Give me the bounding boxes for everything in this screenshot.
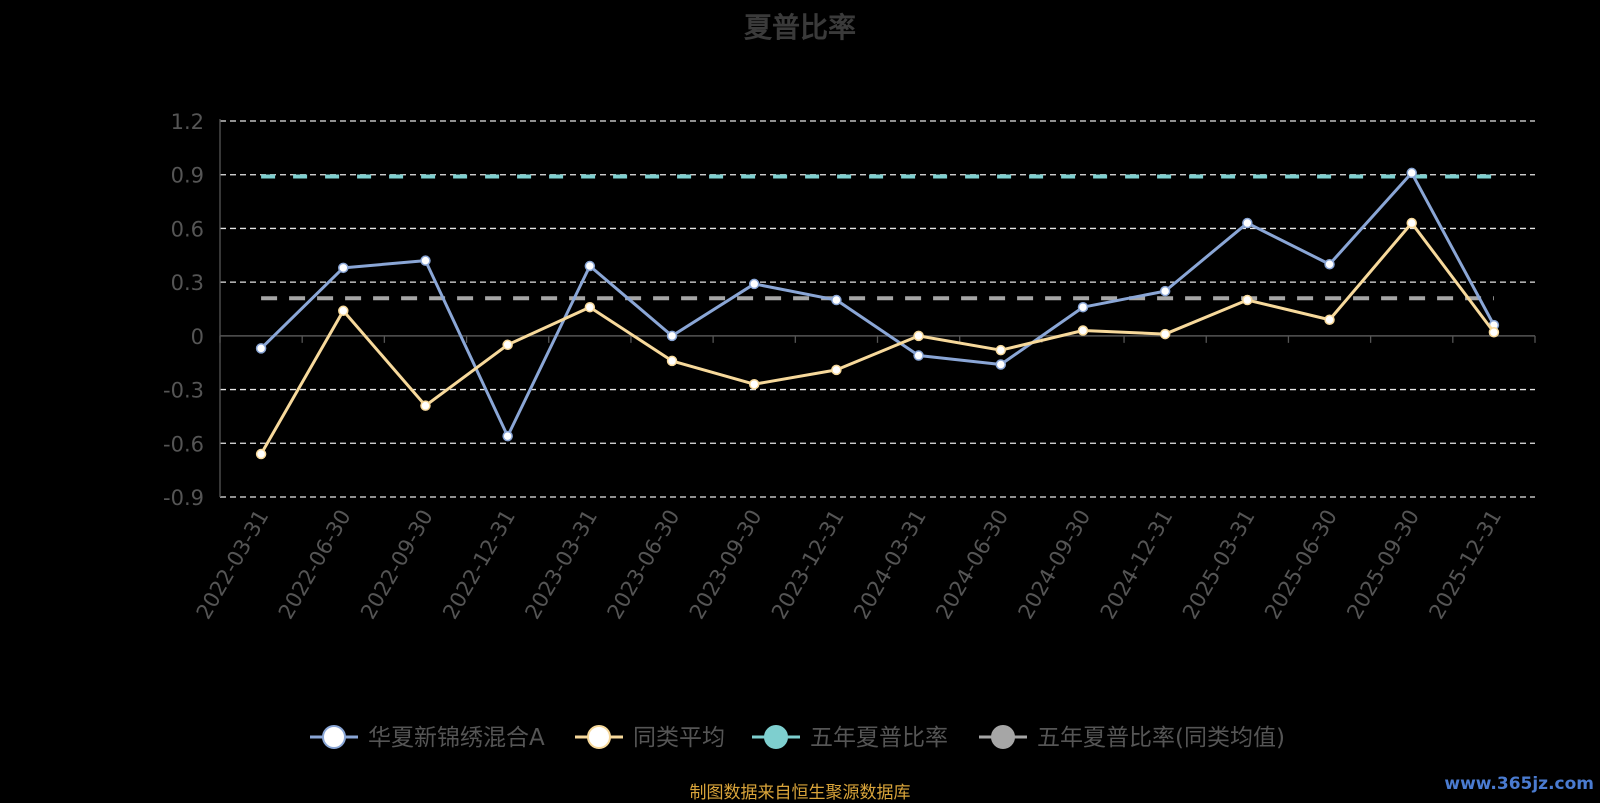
legend-label: 同类平均 [633, 725, 725, 751]
x-tick-label: 2023-12-31 [767, 506, 849, 624]
x-tick-label: 2023-09-30 [685, 506, 767, 624]
x-tick-label: 2024-12-31 [1096, 506, 1178, 624]
data-point[interactable] [1406, 167, 1417, 179]
source-note: 制图数据来自恒生聚源数据库 [689, 783, 911, 803]
data-point[interactable] [995, 344, 1007, 356]
y-tick-label: 0.3 [171, 271, 204, 295]
data-point[interactable] [1159, 328, 1171, 340]
data-point[interactable] [255, 343, 267, 354]
legend-marker [764, 725, 788, 749]
data-point[interactable] [1242, 294, 1253, 306]
y-tick-label: 0.6 [171, 217, 204, 241]
y-tick-label: -0.6 [163, 432, 204, 456]
data-point[interactable] [748, 378, 760, 390]
y-tick-label: 0.9 [171, 164, 204, 188]
legend[interactable]: 华夏新锦绣混合A 同类平均 五年夏普比率 五年夏普比率(同类均值) [310, 725, 1285, 751]
y-tick-label: -0.9 [163, 486, 204, 510]
x-tick-label: 2025-06-30 [1260, 506, 1342, 624]
data-point[interactable] [1488, 327, 1500, 338]
series-line-0[interactable] [260, 171, 1496, 438]
chart-title: 夏普比率 [743, 11, 856, 44]
series-line-1[interactable] [259, 221, 1496, 455]
x-tick-label: 2024-06-30 [931, 506, 1013, 624]
data-point[interactable] [666, 330, 678, 342]
grid-layer [220, 120, 1535, 498]
y-tick-label: 1.2 [171, 110, 204, 134]
x-tick-label: 2022-09-30 [356, 506, 438, 624]
data-point[interactable] [420, 255, 431, 266]
data-point[interactable] [338, 262, 349, 274]
x-tick-label: 2022-06-30 [274, 506, 356, 624]
data-point[interactable] [1324, 314, 1335, 325]
data-point[interactable] [831, 294, 842, 306]
x-tick-label: 2025-12-31 [1424, 506, 1506, 624]
data-point[interactable] [584, 301, 596, 313]
data-point[interactable] [995, 359, 1007, 370]
y-tick-label: 0 [191, 325, 204, 349]
legend-item-0[interactable]: 华夏新锦绣混合A [310, 725, 545, 751]
series-layer [255, 167, 1500, 460]
legend-item-2[interactable]: 五年夏普比率 [752, 725, 948, 751]
x-tick-label: 2024-03-31 [849, 506, 931, 624]
data-point[interactable] [831, 364, 842, 376]
data-point[interactable] [666, 355, 678, 367]
x-tick-label: 2024-09-30 [1013, 506, 1095, 624]
x-tick-label: 2025-03-31 [1178, 506, 1260, 624]
legend-label: 五年夏普比率(同类均值) [1037, 725, 1285, 751]
legend-marker [587, 725, 611, 749]
data-point[interactable] [1406, 217, 1417, 229]
x-tick-label: 2022-03-31 [192, 506, 274, 624]
x-tick-label: 2022-12-31 [438, 506, 520, 624]
data-point[interactable] [1159, 285, 1171, 297]
data-point[interactable] [338, 305, 349, 317]
data-point[interactable] [913, 330, 924, 342]
watermark[interactable]: www.365jz.com [1444, 774, 1594, 794]
data-point[interactable] [1324, 258, 1335, 270]
legend-item-1[interactable]: 同类平均 [575, 725, 725, 751]
x-tick-label: 2023-03-31 [520, 506, 602, 624]
data-point[interactable] [913, 350, 924, 361]
legend-item-3[interactable]: 五年夏普比率(同类均值) [979, 725, 1285, 751]
legend-marker [322, 725, 346, 749]
data-point[interactable] [584, 260, 596, 272]
y-tick-label: -0.3 [163, 379, 204, 403]
legend-label: 华夏新锦绣混合A [368, 725, 545, 751]
data-point[interactable] [748, 278, 760, 290]
legend-marker [991, 725, 1015, 749]
legend-label: 五年夏普比率 [810, 725, 948, 751]
data-point[interactable] [255, 448, 267, 460]
x-tick-label: 2023-06-30 [603, 506, 685, 624]
data-point[interactable] [1242, 217, 1253, 229]
data-point[interactable] [502, 339, 513, 351]
data-point[interactable] [1077, 325, 1089, 336]
x-tick-label: 2025-09-30 [1342, 506, 1424, 624]
data-point[interactable] [502, 430, 513, 442]
data-point[interactable] [1077, 301, 1089, 313]
data-point[interactable] [420, 400, 431, 411]
